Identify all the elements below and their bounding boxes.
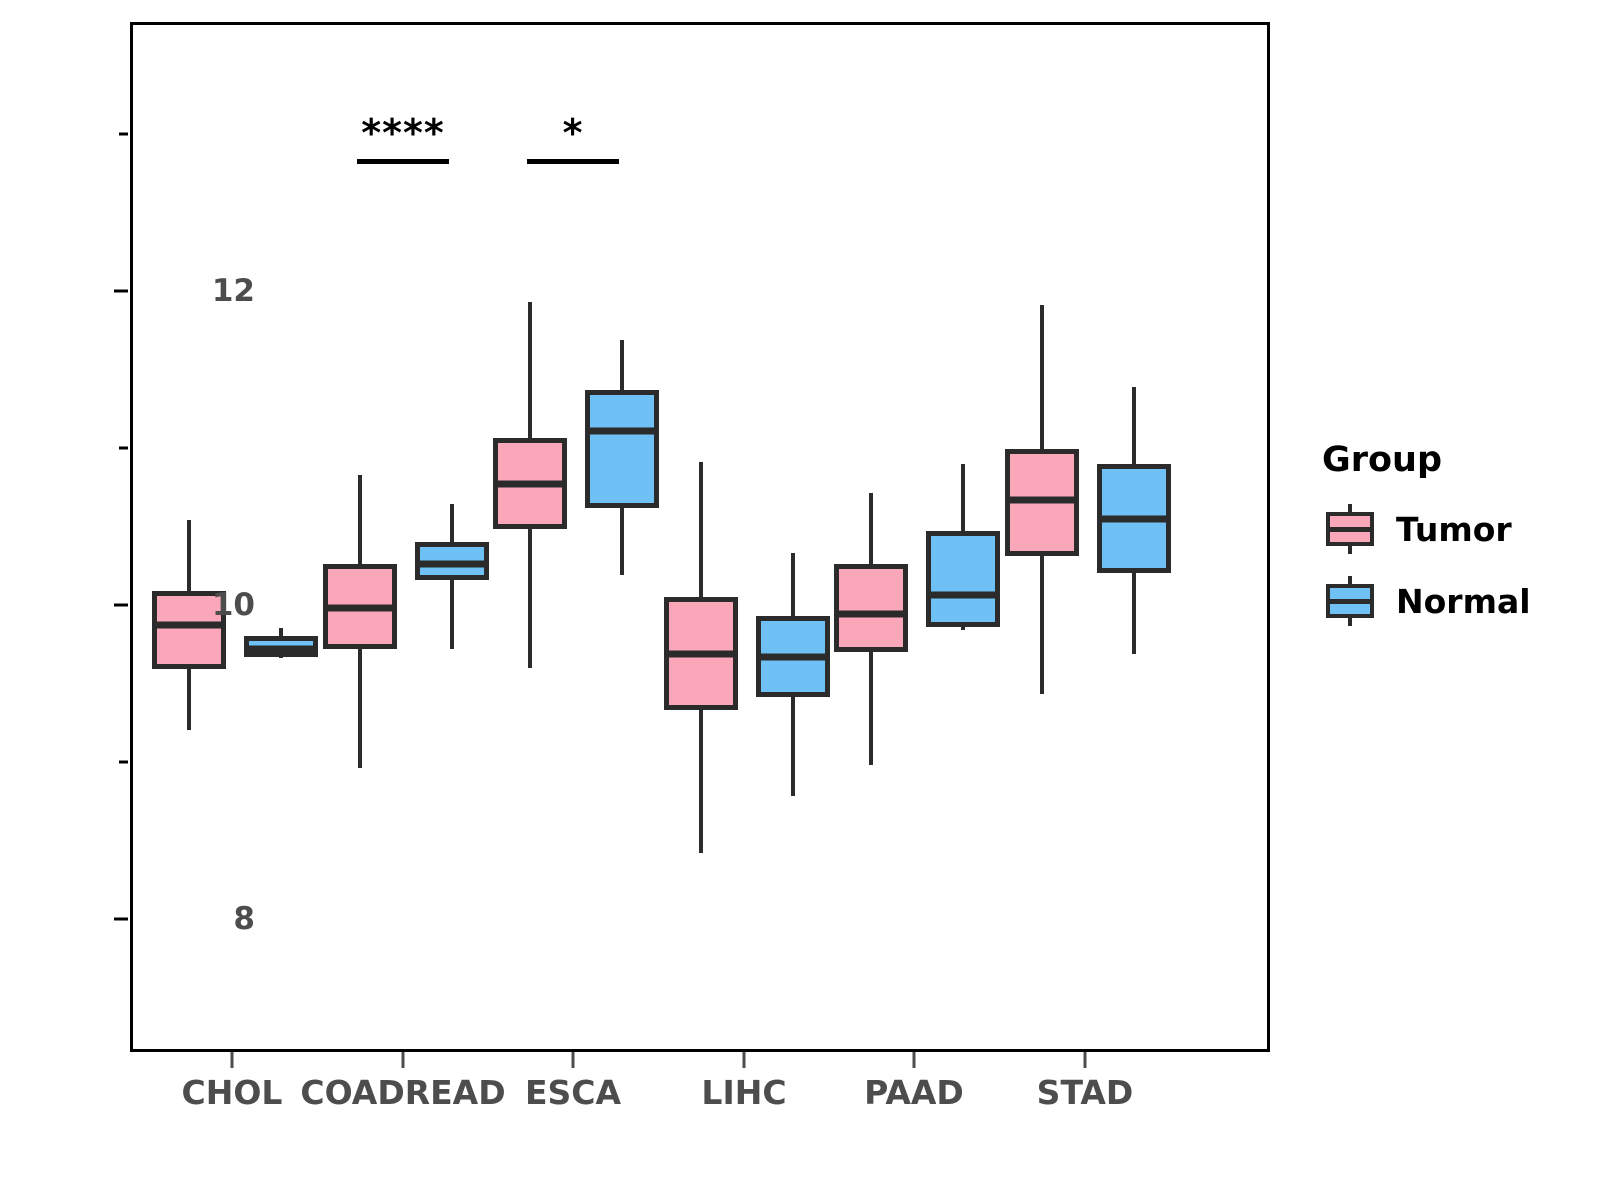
y-tick-mark-minor	[119, 132, 128, 136]
boxplot-median	[244, 645, 318, 653]
legend-item-normal[interactable]: Normal	[1322, 576, 1592, 626]
legend-item-label: Normal	[1396, 581, 1531, 621]
legend-whisker-top	[1348, 576, 1352, 585]
x-tick-label-esca: ESCA	[524, 1073, 622, 1112]
legend-items: Tumor Normal	[1322, 504, 1592, 626]
boxplot-median	[756, 653, 830, 661]
legend: Group Tumor Normal	[1322, 440, 1592, 648]
boxplot-median	[926, 591, 1000, 599]
legend-whisker-bottom	[1348, 545, 1352, 554]
x-tick-mark	[1083, 1052, 1087, 1068]
x-tick-label-paad: PAAD	[864, 1073, 964, 1112]
legend-median	[1326, 527, 1374, 532]
x-tick-mark	[230, 1052, 234, 1068]
x-tick-label-chol: CHOL	[181, 1073, 283, 1112]
y-tick-mark	[114, 603, 128, 607]
y-tick-mark	[114, 917, 128, 921]
boxplot-box	[585, 389, 659, 508]
y-tick-mark-minor	[119, 760, 128, 764]
significance-bar	[357, 159, 449, 165]
legend-whisker-bottom	[1348, 617, 1352, 626]
x-tick-mark	[742, 1052, 746, 1068]
y-tick-mark	[114, 289, 128, 293]
boxplot-median	[1097, 515, 1171, 522]
y-tick-label: 12	[211, 273, 255, 309]
x-tick-label-coadread: COADREAD	[300, 1073, 506, 1112]
y-tick-mark-minor	[119, 446, 128, 450]
x-tick-mark	[912, 1052, 916, 1068]
boxplot-box	[926, 531, 1000, 627]
boxplot-median	[585, 427, 659, 435]
boxplot-median	[323, 604, 397, 612]
legend-whisker-top	[1348, 504, 1352, 513]
plot-area	[133, 25, 1267, 1049]
significance-label: *	[562, 111, 584, 156]
boxplot-median	[415, 560, 489, 568]
y-tick-label: 8	[233, 901, 255, 937]
boxplot-box	[152, 590, 226, 670]
significance-label: ****	[361, 111, 445, 156]
legend-key-icon	[1322, 504, 1378, 554]
x-tick-label-lihc: LIHC	[701, 1073, 787, 1112]
boxplot-box	[834, 564, 908, 652]
legend-item-label: Tumor	[1396, 509, 1512, 549]
significance-bar	[527, 159, 619, 165]
boxplot-median	[834, 610, 908, 618]
legend-median	[1326, 599, 1374, 604]
x-tick-label-stad: STAD	[1036, 1073, 1134, 1112]
x-tick-mark	[401, 1052, 405, 1068]
legend-title: Group	[1322, 440, 1443, 480]
boxplot-median	[152, 621, 226, 629]
boxplot-median	[1005, 496, 1079, 504]
plot-panel	[130, 22, 1270, 1052]
legend-key-icon	[1322, 576, 1378, 626]
boxplot-median	[493, 480, 567, 488]
boxplot-median	[664, 650, 738, 658]
legend-item-tumor[interactable]: Tumor	[1322, 504, 1592, 554]
y-tick-label: 10	[211, 587, 255, 623]
x-tick-mark	[571, 1052, 575, 1068]
